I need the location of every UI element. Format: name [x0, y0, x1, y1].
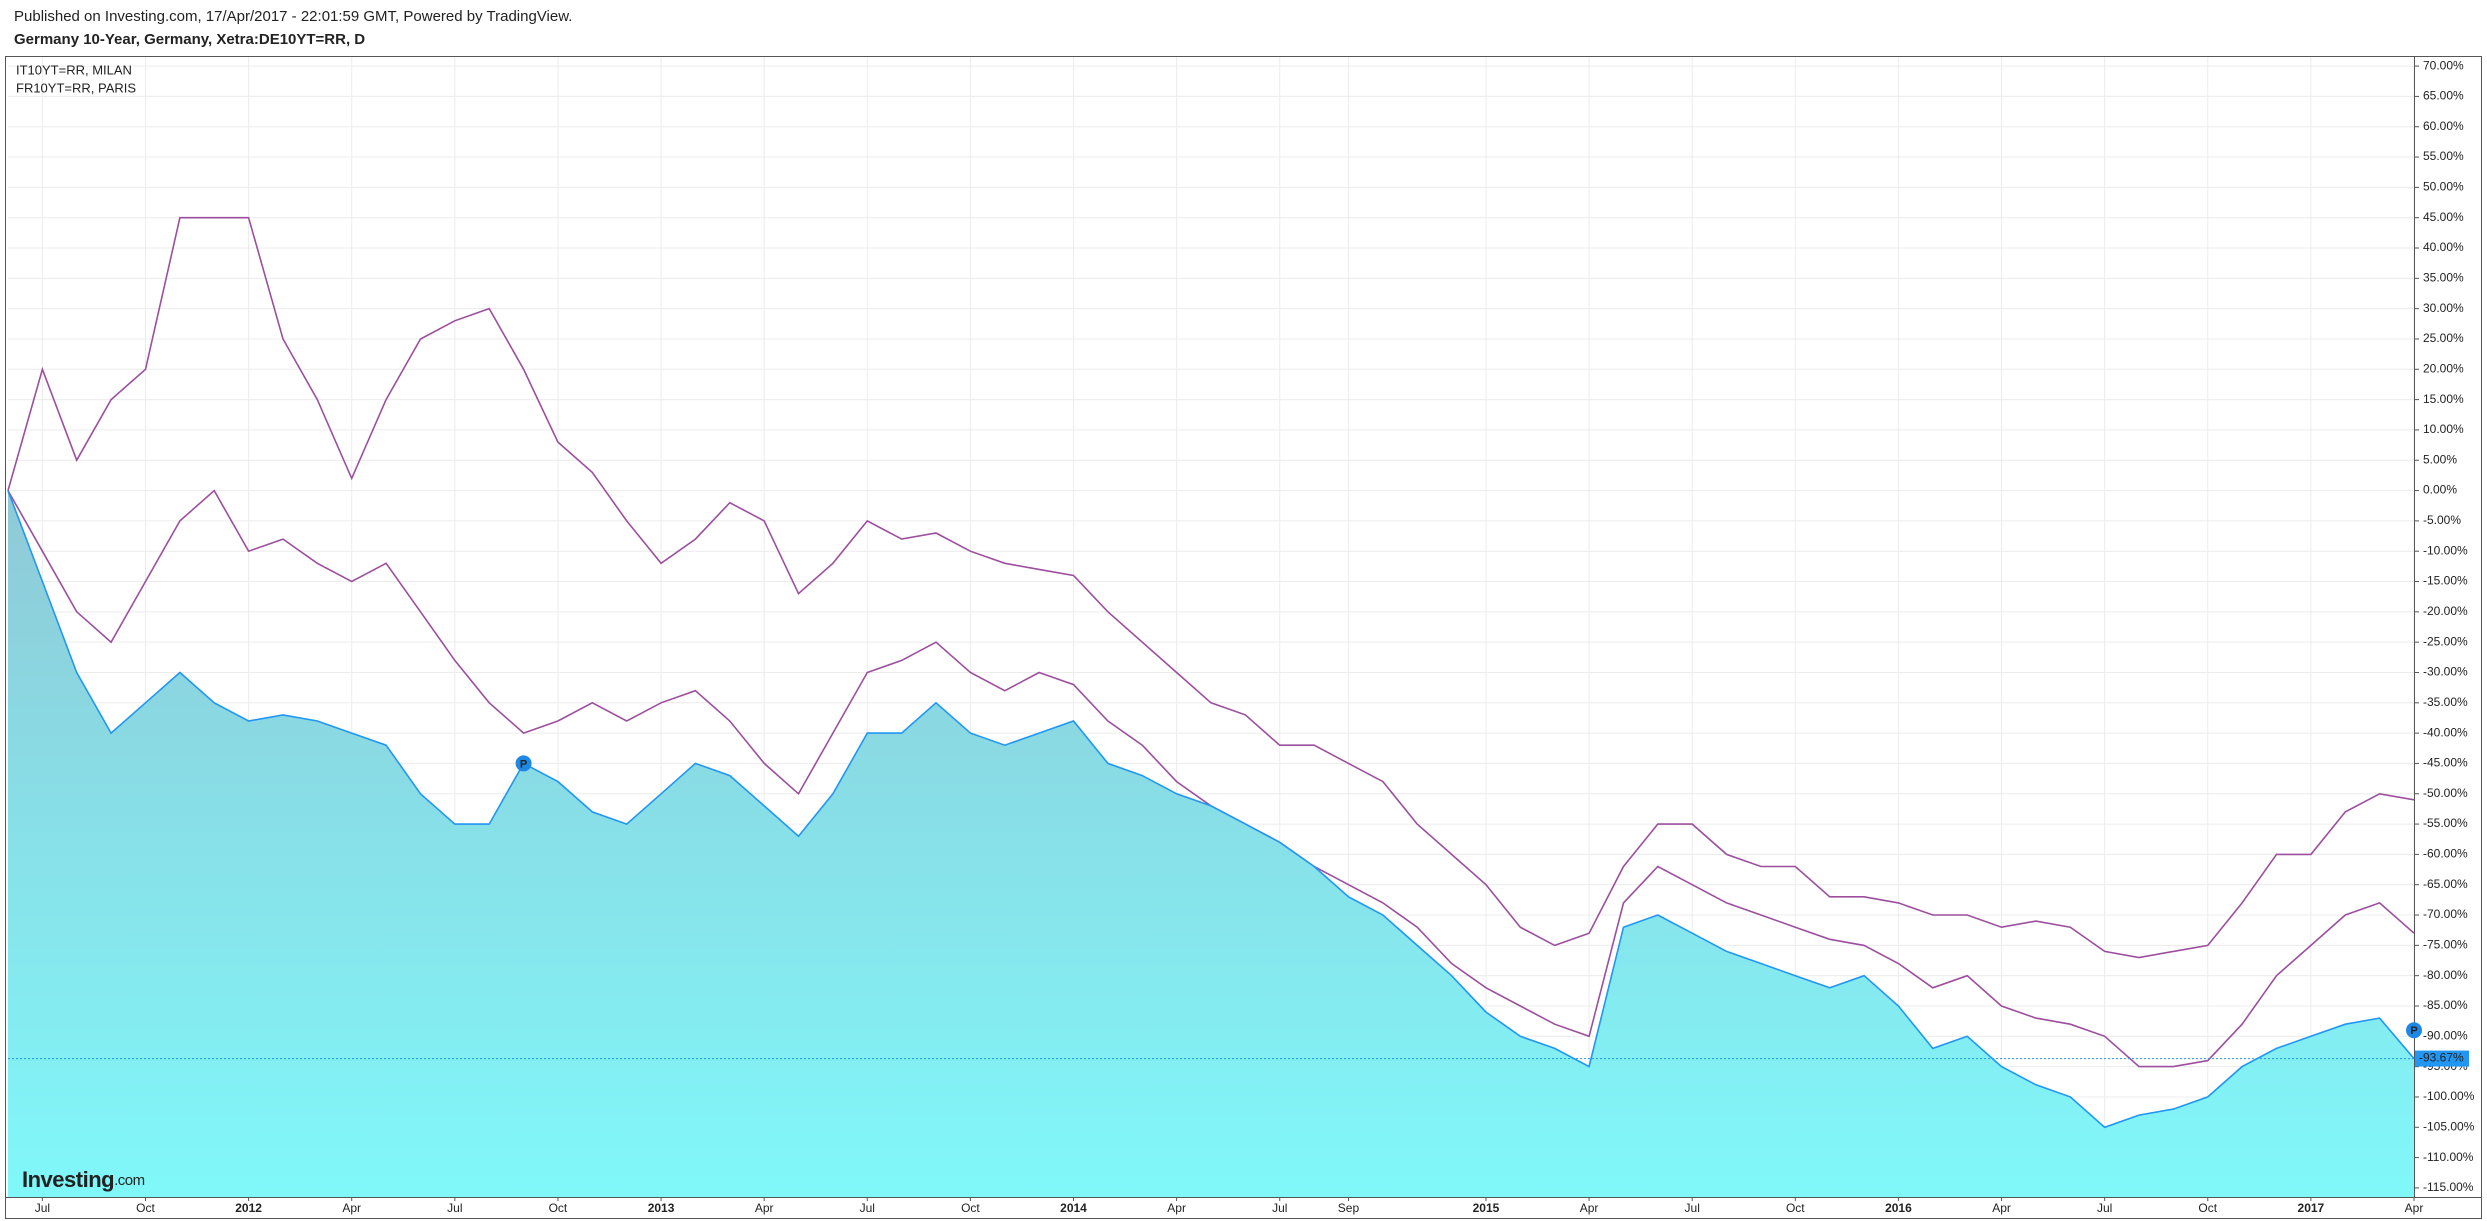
x-tick-label: Oct [549, 1201, 568, 1215]
y-tick-label: -100.00% [2423, 1089, 2475, 1103]
logo-suffix: .com [114, 1172, 145, 1189]
annotation-text: P [520, 758, 527, 770]
legend-entry: IT10YT=RR, MILAN [16, 62, 132, 77]
y-tick-label: -15.00% [2423, 574, 2468, 588]
area [8, 490, 2414, 1198]
x-tick-label: Apr [1992, 1201, 2011, 1215]
annotation-marker [515, 755, 532, 772]
x-tick-label: Apr [755, 1201, 774, 1215]
y-tick-label: 65.00% [2423, 89, 2464, 103]
y-tick-label: -35.00% [2423, 695, 2468, 709]
x-tick-label: 2013 [648, 1201, 675, 1215]
x-tick-label: 2015 [1473, 1201, 1500, 1215]
annotation-text: P [2410, 1025, 2417, 1037]
x-tick-label: 2016 [1885, 1201, 1912, 1215]
y-tick-label: -90.00% [2423, 1028, 2468, 1042]
last-value-label: -93.67% [2419, 1051, 2464, 1065]
y-tick-label: 10.00% [2423, 422, 2464, 436]
y-tick-label: 40.00% [2423, 240, 2464, 254]
y-tick-label: 60.00% [2423, 119, 2464, 133]
series-line [7, 216, 2415, 959]
published-note: Published on Investing.com, 17/Apr/2017 … [14, 8, 572, 25]
x-tick-label: 2017 [2298, 1201, 2325, 1215]
x-tick-label: Apr [1580, 1201, 1599, 1215]
x-tick-label: Oct [1786, 1201, 1805, 1215]
x-tick-label: Jul [1272, 1201, 1287, 1215]
last-value-box [2415, 1050, 2469, 1067]
y-tick-label: -85.00% [2423, 998, 2468, 1012]
y-tick-label: -20.00% [2423, 604, 2468, 618]
y-tick-label: 35.00% [2423, 271, 2464, 285]
y-tick-label: -50.00% [2423, 786, 2468, 800]
x-tick-label: Jul [860, 1201, 875, 1215]
y-tick-label: 70.00% [2423, 58, 2464, 72]
x-tick-label: Sep [1338, 1201, 1360, 1215]
chart-title: Germany 10-Year, Germany, Xetra:DE10YT=R… [14, 31, 365, 48]
x-tick-label: Oct [2198, 1201, 2217, 1215]
y-tick-label: -75.00% [2423, 938, 2468, 952]
y-tick-label: -25.00% [2423, 634, 2468, 648]
y-tick-label: 20.00% [2423, 361, 2464, 375]
chart-frame [5, 56, 2482, 1219]
x-tick-label: Apr [342, 1201, 361, 1215]
y-tick-label: -55.00% [2423, 816, 2468, 830]
x-tick-label: 2014 [1060, 1201, 1087, 1215]
logo: Investing.com [22, 1167, 145, 1192]
y-tick-label: 25.00% [2423, 331, 2464, 345]
logo-name: Investing [22, 1167, 114, 1192]
y-tick-label: 30.00% [2423, 301, 2464, 315]
y-tick-label: 45.00% [2423, 210, 2464, 224]
y-tick-label: -65.00% [2423, 877, 2468, 891]
x-tick-label: Jul [35, 1201, 50, 1215]
y-tick-label: 0.00% [2423, 483, 2457, 497]
y-tick-label: -5.00% [2423, 513, 2461, 527]
y-tick-label: -10.00% [2423, 543, 2468, 557]
y-tick-label: -105.00% [2423, 1119, 2475, 1133]
y-tick-label: -40.00% [2423, 725, 2468, 739]
x-tick-label: Oct [136, 1201, 155, 1215]
x-tick-label: 2012 [235, 1201, 262, 1215]
annotation-marker [2406, 1022, 2422, 1039]
x-tick-label: Jul [2097, 1201, 2112, 1215]
x-tick-label: Jul [1685, 1201, 1700, 1215]
y-tick-label: 15.00% [2423, 392, 2464, 406]
y-tick-label: -45.00% [2423, 756, 2468, 770]
y-tick-label: -80.00% [2423, 968, 2468, 982]
series-line [7, 490, 2415, 1129]
y-tick-label: 50.00% [2423, 180, 2464, 194]
x-tick-label: Apr [2405, 1201, 2424, 1215]
y-tick-label: -70.00% [2423, 907, 2468, 921]
y-tick-label: -110.00% [2423, 1150, 2474, 1164]
x-tick-label: Jul [447, 1201, 462, 1215]
legend-entry: FR10YT=RR, PARIS [16, 80, 136, 95]
y-tick-label: 5.00% [2423, 452, 2457, 466]
y-tick-label: -115.00% [2423, 1180, 2474, 1194]
y-tick-label: -60.00% [2423, 847, 2468, 861]
x-tick-label: Oct [961, 1201, 980, 1215]
y-tick-label: -30.00% [2423, 665, 2468, 679]
x-tick-label: Apr [1167, 1201, 1186, 1215]
y-tick-label: 55.00% [2423, 149, 2464, 163]
